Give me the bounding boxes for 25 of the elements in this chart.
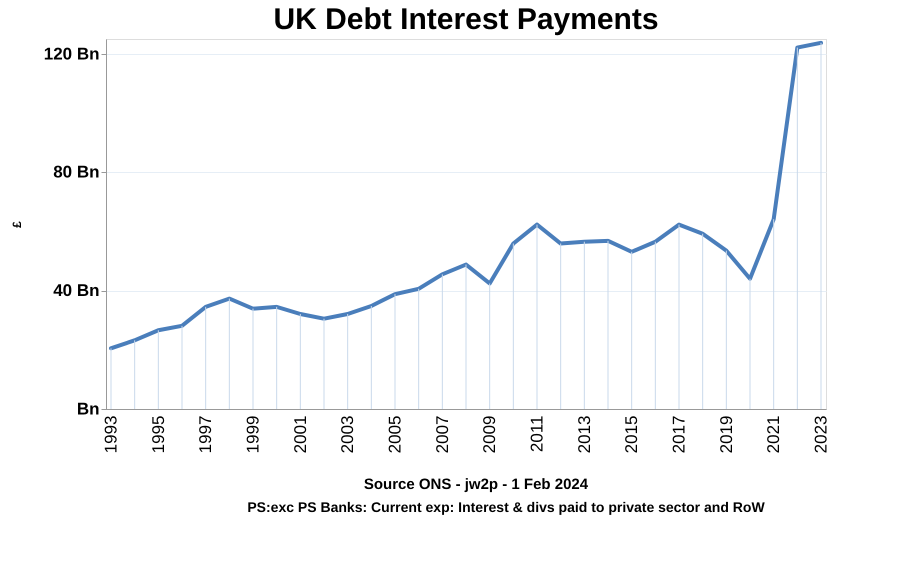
line-series [109,40,823,350]
x-tick-label: 1993 [102,416,120,454]
y-tick-label: 80 Bn [53,162,100,182]
y-tick-label: 40 Bn [53,281,100,300]
text: PS:exc PS Banks: Current exp: Interest & divs paid to private sector and RoW [247,499,766,515]
x-tick-label: 2023 [812,416,830,454]
x-tick-label: 2021 [764,416,784,454]
x-tick-label: 1995 [148,416,168,454]
x-tick-label: 2017 [670,416,688,454]
x-tick-label: 2013 [574,416,594,454]
chart-title: UK Debt Interest Payments [273,3,659,36]
y-axis-title: £ [10,220,24,228]
x-tick-label: 2015 [622,416,642,454]
x-tick-label: 2003 [338,416,358,454]
x-tick-label: 2001 [290,416,310,454]
x-tick-label: 1999 [244,416,262,454]
x-tick-label: 2011 [528,416,546,452]
x-tick-label: 1997 [196,416,216,454]
source-note: Source ONS - jw2p - 1 Feb 2024 [364,476,589,493]
y-tick-label: 120 Bn [44,44,100,64]
x-tick-label: 2007 [432,416,452,454]
x-tick-label: 2005 [386,416,404,454]
x-tick-label: 2019 [716,416,736,454]
y-tick-label: Bn [76,400,100,418]
x-tick-label: 2009 [480,416,500,454]
